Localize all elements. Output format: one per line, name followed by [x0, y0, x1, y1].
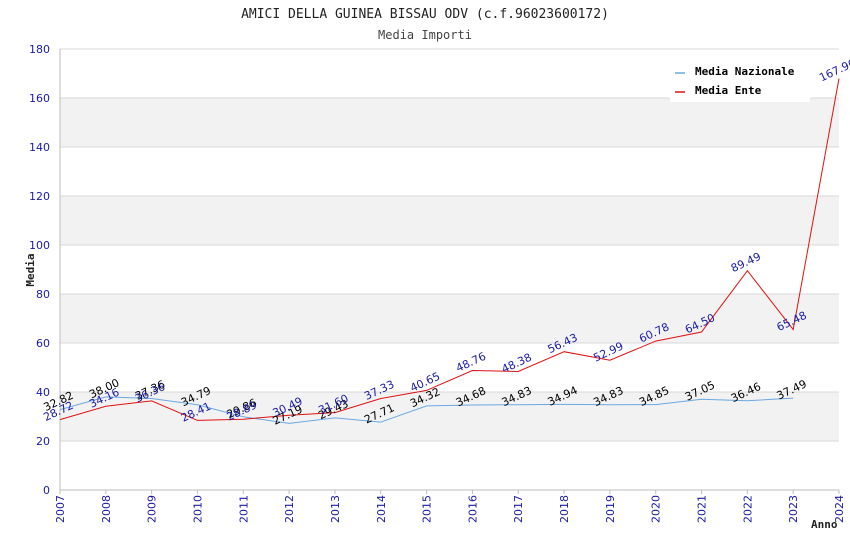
x-tick-label: 2012	[283, 495, 296, 523]
y-tick-label: 0	[43, 484, 50, 497]
y-tick-label: 100	[29, 239, 50, 252]
x-tick-label: 2015	[421, 495, 434, 523]
x-tick-label: 2013	[329, 495, 342, 523]
x-tick-labels: 2007 2008 2009 2010 2011 2012 2013 2014 2015 2016…	[54, 495, 846, 523]
legend: Media Nazionale Media Ente	[670, 58, 810, 102]
grid-band	[60, 196, 839, 245]
chart-title: AMICI DELLA GUINEA BISSAU ODV (c.f.96023…	[241, 7, 609, 22]
y-tick-label: 180	[29, 43, 50, 56]
x-tick-label: 2016	[466, 495, 479, 523]
data-label: 89.49	[729, 250, 763, 275]
x-tick-label: 2023	[787, 495, 800, 523]
grid-band	[60, 294, 839, 343]
x-tick-label: 2022	[741, 495, 754, 523]
x-tick-label: 2007	[54, 495, 67, 523]
grid-bands	[60, 98, 839, 441]
series-line-0	[59, 396, 794, 424]
x-tick-label: 2008	[100, 495, 113, 523]
y-axis-label: Media	[24, 253, 37, 286]
legend-label-media-nazionale: Media Nazionale	[695, 65, 795, 78]
x-tick-label: 2009	[146, 495, 159, 523]
x-tick-label: 2017	[512, 495, 525, 523]
legend-label-media-ente: Media Ente	[695, 84, 762, 97]
x-tick-label: 2014	[375, 495, 388, 523]
y-tick-label: 140	[29, 141, 50, 154]
x-tick-label: 2024	[833, 495, 846, 523]
y-tick-label: 60	[36, 337, 50, 350]
data-label: 48.38	[500, 351, 534, 376]
y-tick-label: 120	[29, 190, 50, 203]
y-tick-label: 160	[29, 92, 50, 105]
axes	[59, 49, 840, 494]
grid-band	[60, 98, 839, 147]
y-tick-label: 40	[36, 386, 50, 399]
x-tick-label: 2018	[558, 495, 571, 523]
y-tick-labels: 0 20 40 60 80 100 120 140 160 180	[29, 43, 50, 497]
x-tick-label: 2011	[237, 495, 250, 523]
chart-subtitle: Media Importi	[378, 28, 472, 42]
x-tick-label: 2019	[604, 495, 617, 523]
x-tick-label: 2021	[696, 495, 709, 523]
legend-box	[670, 58, 810, 102]
x-tick-label: 2010	[191, 495, 204, 523]
x-tick-label: 2020	[650, 495, 663, 523]
y-tick-label: 80	[36, 288, 50, 301]
grid-band	[60, 392, 839, 441]
data-label: 167.96	[817, 56, 850, 84]
x-axis-label: Anno	[811, 518, 838, 531]
grid-lines	[60, 48, 839, 491]
y-tick-label: 20	[36, 435, 50, 448]
series-line-1	[59, 78, 840, 421]
series-lines	[59, 78, 840, 424]
